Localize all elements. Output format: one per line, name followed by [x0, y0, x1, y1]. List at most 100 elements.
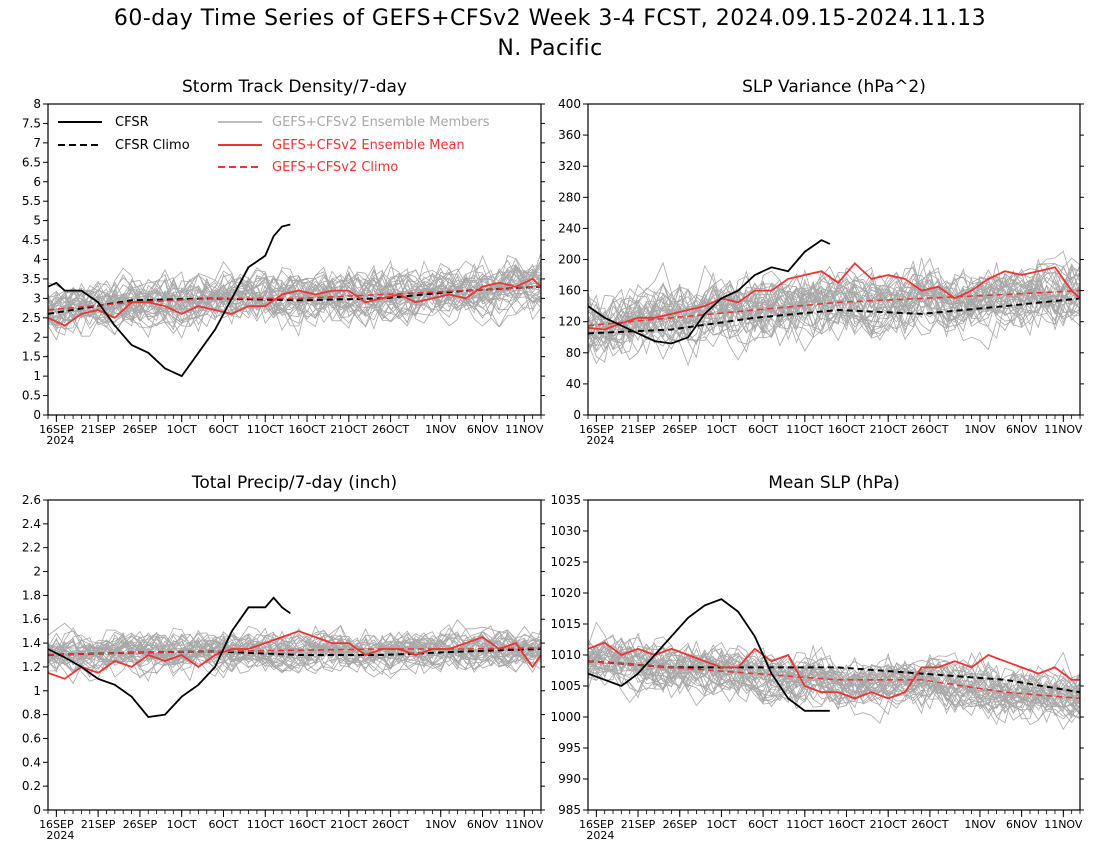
- y-tick-label: 1000: [550, 710, 581, 724]
- ensemble-member-line: [588, 261, 1080, 352]
- slp-variance-frame: [587, 103, 1081, 416]
- x-year-label: 2024: [586, 829, 614, 842]
- x-tick-label: 26SEP: [662, 423, 697, 436]
- total-precip-title: Total Precip/7-day (inch): [191, 473, 397, 493]
- y-tick-label: 1.6: [22, 612, 41, 626]
- x-tick-label: 1OCT: [167, 818, 197, 831]
- y-tick-label: 2.4: [22, 517, 41, 531]
- ensemble-member-line: [588, 637, 1080, 731]
- ensemble-mean-line: [48, 630, 541, 680]
- ensemble-member-line: [48, 254, 541, 335]
- ensemble-member-line: [48, 631, 541, 679]
- x-tick-label: 21SEP: [621, 423, 656, 436]
- x-tick-label: 21OCT: [870, 423, 907, 436]
- x-tick-label: 6NOV: [467, 818, 499, 831]
- ensemble-member-line: [588, 264, 1080, 346]
- mean-slp-title: Mean SLP (hPa): [768, 473, 900, 493]
- y-tick-label: 0: [33, 803, 41, 817]
- x-tick-label: 6OCT: [748, 818, 778, 831]
- slp-variance-plot-area: [588, 239, 1080, 367]
- x-tick-label: 16SEP: [579, 423, 614, 436]
- ensemble-member-line: [588, 273, 1080, 338]
- x-tick-label: 1NOV: [964, 423, 996, 436]
- x-tick-label: 16SEP: [39, 423, 74, 436]
- legend-gefs-climo-label: GEFS+CFSv2 Climo: [272, 160, 398, 175]
- ensemble-member-line: [588, 642, 1080, 724]
- y-tick-label: 4.5: [22, 233, 41, 247]
- x-year-label: 2024: [586, 434, 614, 447]
- legend-members-label: GEFS+CFSv2 Ensemble Members: [272, 115, 490, 130]
- y-tick-label: 200: [558, 253, 581, 267]
- x-tick-label: 16OCT: [828, 818, 865, 831]
- mean-slp-plot-area: [588, 598, 1080, 731]
- ensemble-member-line: [588, 273, 1080, 351]
- y-tick-label: 985: [558, 803, 581, 817]
- y-tick-label: 1015: [550, 617, 581, 631]
- ensemble-member-line: [48, 625, 541, 670]
- x-tick-label: 26OCT: [372, 818, 409, 831]
- x-tick-label: 11NOV: [505, 818, 544, 831]
- ensemble-member-line: [48, 619, 541, 682]
- x-tick-label: 26OCT: [911, 423, 948, 436]
- ensemble-member-line: [48, 260, 541, 321]
- y-tick-label: 1.8: [22, 588, 41, 602]
- y-tick-label: 1035: [550, 493, 581, 507]
- y-tick-label: 2.5: [22, 311, 41, 325]
- ensemble-mean-line: [588, 262, 1080, 331]
- y-tick-label: 3.5: [22, 272, 41, 286]
- x-tick-label: 1NOV: [425, 818, 457, 831]
- x-tick-label: 26OCT: [911, 818, 948, 831]
- cfsr-line: [48, 223, 291, 378]
- x-tick-label: 1NOV: [964, 818, 996, 831]
- y-tick-label: 1005: [550, 679, 581, 693]
- x-tick-label: 21SEP: [621, 818, 656, 831]
- y-tick-label: 2: [33, 565, 41, 579]
- ensemble-member-line: [588, 635, 1080, 721]
- total-precip-plot-area: [48, 596, 541, 718]
- cfsr-line: [48, 596, 291, 718]
- x-tick-label: 1OCT: [706, 818, 736, 831]
- cfsr-line: [588, 598, 830, 712]
- x-tick-label: 21SEP: [81, 423, 116, 436]
- legend-ens-mean-label: GEFS+CFSv2 Ensemble Mean: [272, 138, 465, 153]
- y-tick-label: 80: [566, 346, 581, 360]
- cfsr-climo-line: [48, 285, 541, 315]
- y-tick-label: 160: [558, 284, 581, 298]
- y-tick-label: 7.5: [22, 116, 41, 130]
- y-tick-label: 1.4: [22, 636, 41, 650]
- ensemble-member-line: [48, 271, 541, 328]
- ensemble-member-line: [588, 644, 1080, 717]
- total-precip-frame: [47, 499, 542, 811]
- x-tick-label: 11OCT: [247, 818, 284, 831]
- ensemble-member-line: [588, 268, 1080, 346]
- storm-track-title: Storm Track Density/7-day: [182, 77, 407, 97]
- gefs-climo-line: [588, 660, 1080, 700]
- y-tick-label: 990: [558, 772, 581, 786]
- x-tick-label: 6NOV: [1006, 818, 1038, 831]
- y-tick-label: 5.5: [22, 194, 41, 208]
- y-tick-label: 1030: [550, 524, 581, 538]
- gefs-climo-line: [588, 289, 1080, 327]
- x-year-label: 2024: [46, 434, 74, 447]
- x-tick-label: 6NOV: [467, 423, 499, 436]
- ensemble-member-line: [48, 627, 541, 674]
- y-tick-label: 40: [566, 377, 581, 391]
- y-tick-label: 1025: [550, 555, 581, 569]
- ensemble-member-line: [588, 645, 1080, 711]
- x-tick-label: 26OCT: [372, 423, 409, 436]
- y-tick-label: 1.5: [22, 350, 41, 364]
- x-tick-label: 21OCT: [870, 818, 907, 831]
- x-tick-label: 1NOV: [425, 423, 457, 436]
- gefs-climo-line: [48, 647, 541, 656]
- legend-cfsr-climo-label: CFSR Climo: [115, 138, 190, 153]
- x-tick-label: 6OCT: [208, 818, 238, 831]
- y-tick-label: 1: [33, 684, 41, 698]
- x-tick-label: 21OCT: [330, 423, 367, 436]
- y-tick-label: 7: [33, 136, 41, 150]
- x-tick-label: 16OCT: [828, 423, 865, 436]
- y-tick-label: 120: [558, 315, 581, 329]
- x-tick-label: 11NOV: [505, 423, 544, 436]
- y-tick-label: 1: [33, 369, 41, 383]
- ensemble-member-line: [588, 647, 1080, 721]
